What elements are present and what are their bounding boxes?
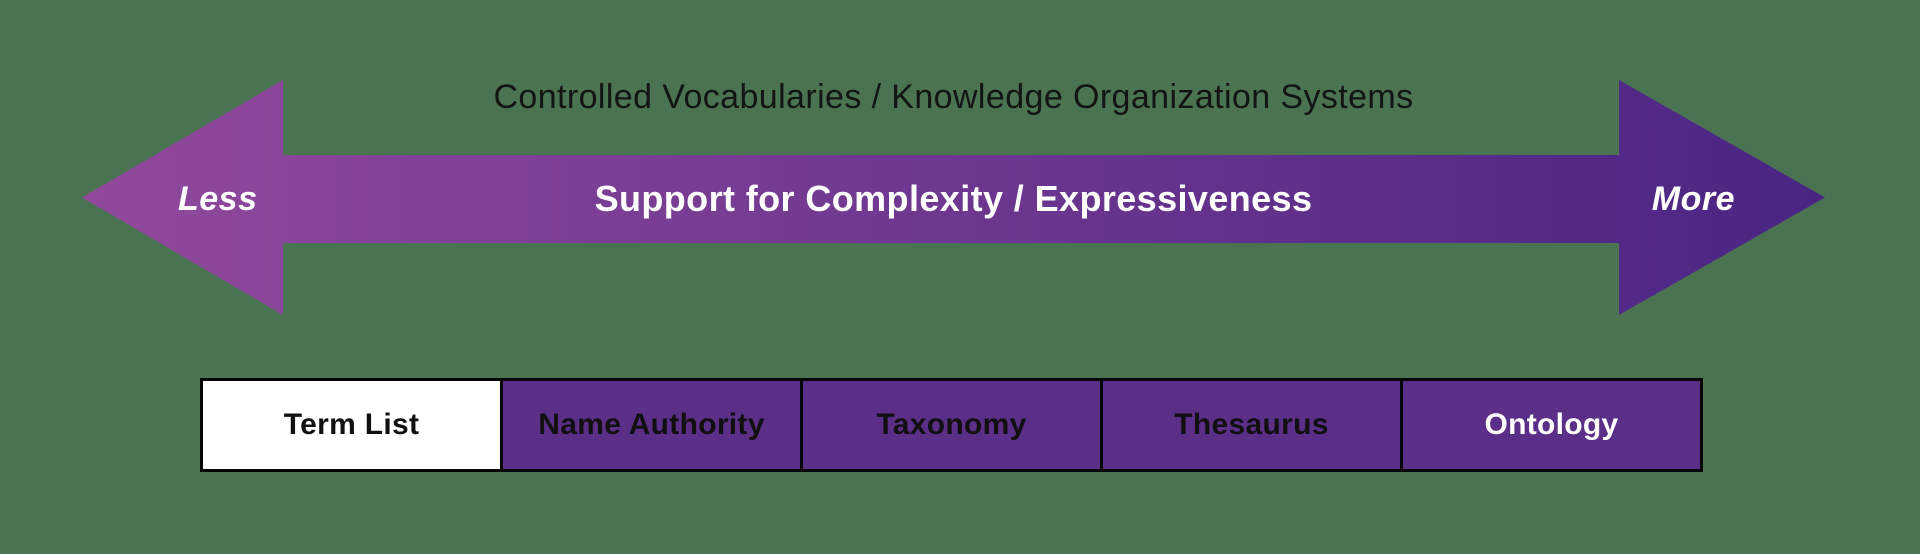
box-name-authority: Name Authority [500, 378, 803, 472]
box-ontology: Ontology [1400, 378, 1703, 472]
diagram-title: Controlled Vocabularies / Knowledge Orga… [493, 78, 1414, 116]
box-name-authority-label: Name Authority [538, 408, 765, 441]
box-taxonomy-label: Taxonomy [876, 408, 1027, 441]
vocabulary-types-row: Term List Name Authority Taxonomy Thesau… [200, 378, 1703, 472]
box-taxonomy: Taxonomy [800, 378, 1103, 472]
box-term-list-label: Term List [283, 408, 420, 441]
box-term-list: Term List [200, 378, 503, 472]
box-thesaurus-label: Thesaurus [1174, 408, 1329, 441]
box-ontology-label: Ontology [1484, 408, 1619, 441]
box-thesaurus: Thesaurus [1100, 378, 1403, 472]
